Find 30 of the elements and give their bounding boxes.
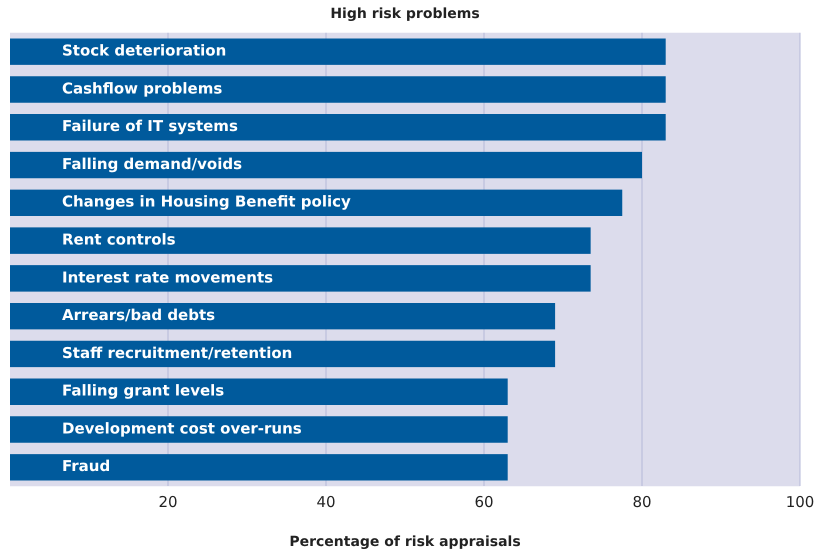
bar: [10, 152, 642, 178]
x-tick-label: 100: [786, 493, 814, 512]
x-tick-label: 40: [316, 493, 336, 512]
y-tick-label: Stock deterioration: [62, 42, 226, 60]
x-tick-label: 20: [158, 493, 178, 512]
bar: [10, 454, 508, 481]
bar: [10, 76, 666, 103]
bar: [10, 378, 508, 405]
x-axis-title: Percentage of risk appraisals: [289, 534, 521, 550]
y-tick-label: Cashflow problems: [62, 79, 222, 98]
bar: [10, 340, 556, 368]
y-tick-label: Changes in Housing Benefit policy: [62, 192, 352, 211]
y-tick-label: Falling demand/voids: [62, 154, 242, 173]
y-tick-label: Rent controls: [62, 230, 176, 248]
x-tick-label: 60: [474, 493, 494, 512]
y-tick-label: Interest rate movements: [62, 268, 274, 286]
y-tick-label: Falling grant levels: [62, 382, 224, 400]
bar: [10, 190, 622, 216]
bar: [10, 265, 591, 292]
bar: [10, 38, 666, 65]
y-tick-label: Staff recruitment/retention: [62, 344, 292, 362]
x-tick-label: 80: [632, 493, 652, 512]
y-tick-label: Development cost over-runs: [62, 419, 302, 438]
chart-title: High risk problems: [330, 6, 480, 22]
y-tick-label: Failure of IT systems: [62, 117, 238, 136]
y-tick-label: Arrears/bad debts: [62, 306, 216, 324]
bar: [10, 302, 556, 330]
bar: [10, 227, 591, 254]
y-tick-label: Fraud: [62, 457, 110, 476]
bar: [10, 114, 666, 140]
